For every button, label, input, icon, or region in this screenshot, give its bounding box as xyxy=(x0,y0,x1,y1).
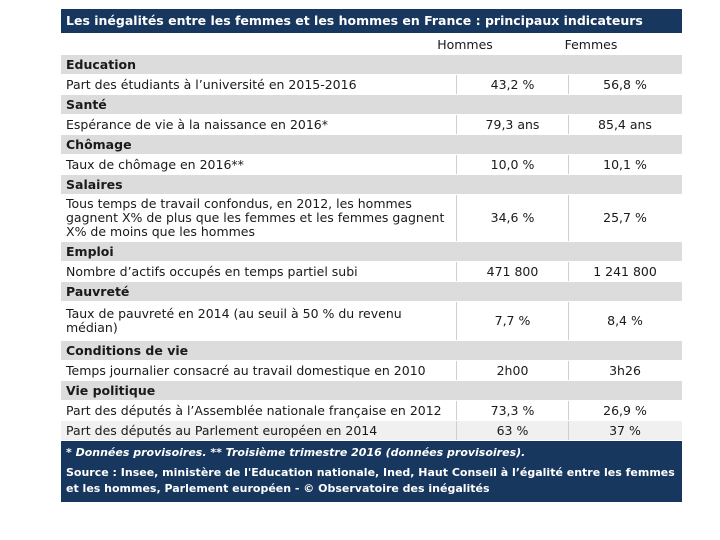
value-hommes: 34,6 % xyxy=(457,195,569,241)
indicator-label-text: Part des étudiants à l’université en 201… xyxy=(66,76,357,92)
source-note: Source : Insee, ministère de l'Education… xyxy=(66,466,675,495)
indicator-label: Part des députés au Parlement européen e… xyxy=(61,421,457,440)
value-femmes: 25,7 % xyxy=(603,210,647,225)
section-heading: Salaires xyxy=(61,175,682,195)
value-hommes: 73,3 % xyxy=(457,401,569,420)
indicator-label-text: Tous temps de travail confondus, en 2012… xyxy=(66,196,445,239)
indicator-label-text: Part des députés à l’Assemblée nationale… xyxy=(66,402,442,418)
table-row: Part des députés à l’Assemblée nationale… xyxy=(61,401,682,421)
value-femmes: 8,4 % xyxy=(607,313,643,328)
value-hommes: 63 % xyxy=(457,421,569,440)
column-header-femmes: Femmes xyxy=(564,37,618,52)
indicator-label-text: Taux de pauvreté en 2014 (au seuil à 50 … xyxy=(66,306,402,335)
value-hommes: 471 800 xyxy=(457,262,569,281)
indicator-label: Part des étudiants à l’université en 201… xyxy=(61,75,457,94)
table-row: Part des étudiants à l’université en 201… xyxy=(61,75,682,95)
value-femmes: 85,4 ans xyxy=(598,117,652,132)
section-heading: Emploi xyxy=(61,242,682,262)
table-row: Taux de pauvreté en 2014 (au seuil à 50 … xyxy=(61,302,682,341)
section-heading: Pauvreté xyxy=(61,282,682,302)
indicator-label: Nombre d’actifs occupés en temps partiel… xyxy=(61,262,457,281)
table-row: Espérance de vie à la naissance en 2016*… xyxy=(61,115,682,135)
value-hommes: 7,7 % xyxy=(457,302,569,340)
table-body: Education Part des étudiants à l’universi… xyxy=(61,55,682,441)
value-hommes: 43,2 % xyxy=(457,75,569,94)
section-heading: Education xyxy=(61,55,682,75)
indicator-label: Temps journalier consacré au travail dom… xyxy=(61,361,457,380)
indicator-label: Espérance de vie à la naissance en 2016* xyxy=(61,115,457,134)
section-heading: Chômage xyxy=(61,135,682,155)
value-femmes: 10,1 % xyxy=(603,157,647,172)
indicator-label: Taux de chômage en 2016** xyxy=(61,155,457,174)
table-row: Taux de chômage en 2016** 10,0 % 10,1 % xyxy=(61,155,682,175)
column-header-hommes: Hommes xyxy=(437,37,493,52)
indicator-label: Part des députés à l’Assemblée nationale… xyxy=(61,401,457,420)
indicator-label-text: Taux de chômage en 2016** xyxy=(66,156,244,172)
section-heading: Vie politique xyxy=(61,381,682,401)
value-hommes: 2h00 xyxy=(457,361,569,380)
table-row: Tous temps de travail confondus, en 2012… xyxy=(61,195,682,242)
value-femmes: 1 241 800 xyxy=(593,264,657,279)
footnote: * Données provisoires. ** Troisième trim… xyxy=(66,446,526,459)
indicators-table: Les inégalités entre les femmes et les h… xyxy=(61,9,682,512)
table-row: Part des députés au Parlement européen e… xyxy=(61,421,682,441)
table-row: Nombre d’actifs occupés en temps partiel… xyxy=(61,262,682,282)
table-title: Les inégalités entre les femmes et les h… xyxy=(61,9,682,33)
column-headers: Hommes Femmes xyxy=(61,33,682,55)
indicator-label-text: Espérance de vie à la naissance en 2016* xyxy=(66,116,329,132)
indicator-label-text: Temps journalier consacré au travail dom… xyxy=(66,362,426,378)
section-heading: Conditions de vie xyxy=(61,341,682,361)
value-hommes: 79,3 ans xyxy=(457,115,569,134)
table-row: Temps journalier consacré au travail dom… xyxy=(61,361,682,381)
section-heading: Santé xyxy=(61,95,682,115)
value-femmes: 56,8 % xyxy=(603,77,647,92)
table-footer: * Données provisoires. ** Troisième trim… xyxy=(61,441,682,502)
value-hommes: 10,0 % xyxy=(457,155,569,174)
indicator-label: Tous temps de travail confondus, en 2012… xyxy=(61,195,457,241)
value-femmes: 37 % xyxy=(609,423,641,438)
value-femmes: 3h26 xyxy=(609,363,641,378)
value-femmes: 26,9 % xyxy=(603,403,647,418)
indicator-label: Taux de pauvreté en 2014 (au seuil à 50 … xyxy=(61,302,457,340)
indicator-label-text: Nombre d’actifs occupés en temps partiel… xyxy=(66,263,358,279)
indicator-label-text: Part des députés au Parlement européen e… xyxy=(66,422,378,438)
